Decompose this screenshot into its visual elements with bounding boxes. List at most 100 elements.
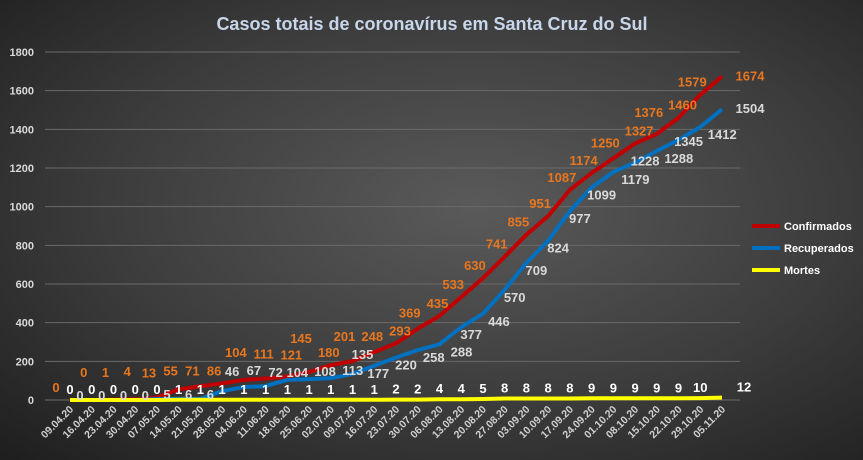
data-label: 0 [153,382,160,397]
y-tick-label: 800 [16,240,34,252]
data-label: 0 [110,382,117,397]
data-label: 1 [219,382,226,397]
y-tick-label: 1800 [10,47,34,59]
data-label: 180 [318,345,340,360]
data-label: 435 [427,296,449,311]
data-label: 1345 [674,134,703,149]
data-label: 1250 [591,135,620,150]
data-label: 377 [460,327,482,342]
data-label: 145 [290,331,312,346]
data-label: 6 [185,387,192,402]
data-label: 220 [395,357,417,372]
data-label: 104 [286,365,308,380]
data-label: 0 [142,388,149,403]
data-label: 0 [88,382,95,397]
data-label: 55 [163,363,177,378]
data-label: 570 [504,290,526,305]
legend-label: Mortes [784,265,820,277]
data-label: 2 [392,382,399,397]
data-label: 8 [566,380,573,395]
data-label: 533 [442,277,464,292]
y-tick-label: 400 [16,318,34,330]
y-tick-label: 1600 [10,86,34,98]
data-label: 1 [305,382,312,397]
data-label: 1228 [631,154,660,169]
data-label: 4 [124,364,132,379]
data-label: 1 [371,382,378,397]
data-label: 0 [52,380,59,395]
data-label: 8 [545,380,552,395]
y-tick-label: 200 [16,356,34,368]
data-label: 71 [185,363,199,378]
y-tick-label: 0 [28,395,34,407]
data-label: 9 [588,380,595,395]
data-label: 9 [675,380,682,395]
data-label: 1460 [668,98,697,113]
data-label: 1288 [664,151,693,166]
y-tick-label: 600 [16,279,34,291]
data-label: 9 [610,380,617,395]
data-label: 72 [268,365,282,380]
data-label: 177 [367,366,389,381]
data-label: 0 [98,388,105,403]
data-label: 1674 [736,68,766,83]
data-label: 248 [361,329,383,344]
data-label: 113 [342,363,363,378]
data-label: 1 [327,382,334,397]
y-tick-label: 1400 [10,124,34,136]
data-label: 709 [526,263,548,278]
data-label: 630 [464,258,486,273]
data-label: 6 [207,387,214,402]
data-label: 977 [569,211,591,226]
data-label: 135 [352,347,374,362]
data-label: 258 [423,350,445,365]
data-label: 0 [120,388,127,403]
data-label: 1579 [678,75,707,90]
data-label: 1099 [587,188,616,203]
data-label: 12 [737,380,751,395]
data-label: 46 [225,364,239,379]
data-label: 0 [132,382,139,397]
data-label: 4 [458,381,466,396]
data-label: 951 [529,196,551,211]
data-label: 111 [253,347,273,362]
data-label: 1 [175,382,182,397]
data-label: 201 [334,329,356,344]
data-label: 13 [142,365,156,380]
data-label: 121 [280,348,302,363]
legend-label: Recuperados [784,243,854,255]
data-label: 67 [247,363,261,378]
data-label: 9 [631,380,638,395]
data-label: 293 [389,323,411,338]
data-label: 0 [80,365,87,380]
data-label: 108 [314,364,336,379]
data-label: 5 [479,381,486,396]
chart-title: Casos totais de coronavírus em Santa Cru… [216,14,647,34]
data-label: 1412 [708,127,737,142]
data-label: 741 [486,237,508,252]
data-label: 104 [225,345,247,360]
data-label: 9 [653,380,660,395]
data-label: 1 [240,382,247,397]
data-label: 5 [163,387,170,402]
data-label: 369 [399,306,421,321]
data-label: 855 [508,215,530,230]
data-label: 1504 [736,101,766,116]
data-label: 1 [284,382,291,397]
data-label: 1327 [625,123,654,138]
data-label: 446 [488,314,510,329]
data-label: 2 [414,382,421,397]
data-label: 1 [262,382,269,397]
data-label: 4 [436,381,444,396]
data-label: 1 [197,382,204,397]
data-label: 0 [76,388,83,403]
data-label: 824 [547,241,569,256]
data-label: 10 [693,380,707,395]
y-tick-label: 1000 [10,202,34,214]
data-label: 288 [451,344,473,359]
data-label: 0 [66,382,73,397]
data-label: 86 [207,363,221,378]
y-tick-label: 1200 [10,163,34,175]
data-label: 1 [102,365,109,380]
